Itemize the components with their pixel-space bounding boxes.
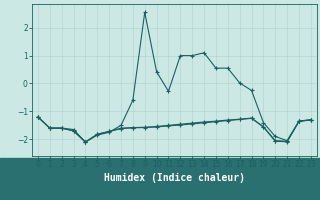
X-axis label: Humidex (Indice chaleur): Humidex (Indice chaleur): [104, 173, 245, 183]
